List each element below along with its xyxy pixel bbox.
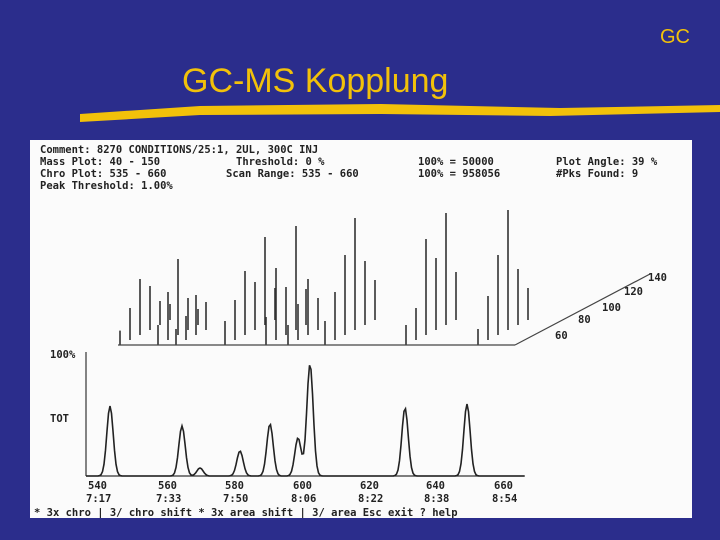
scan-tick-660: 660 <box>494 480 513 492</box>
header-peak-threshold: Peak Threshold: 1.00% <box>40 180 173 192</box>
chromatogram-ticks: 5407:175607:335807:506008:066208:226408:… <box>86 480 517 505</box>
header-peaks-found: #Pks Found: 9 <box>556 168 639 180</box>
mass-spectra-stack <box>119 210 529 345</box>
mass-label-60: 60 <box>555 330 568 342</box>
mass-axis-line <box>514 273 651 346</box>
mass-label-80: 80 <box>578 314 591 326</box>
title-underline <box>80 104 720 122</box>
scan-tick-560: 560 <box>158 480 177 492</box>
y-label-tot: TOT <box>50 413 69 425</box>
scan-tick-600: 600 <box>293 480 312 492</box>
gcms-scan-image: Comment: 8270 CONDITIONS/25:1, 2UL, 300C… <box>30 140 692 518</box>
mass-label-140: 140 <box>648 272 667 284</box>
time-tick-8:22: 8:22 <box>358 493 383 505</box>
time-tick-8:54: 8:54 <box>492 493 517 505</box>
header-scan-range: Scan Range: 535 - 660 <box>226 168 359 180</box>
header-chro-100: 100% = 958056 <box>418 168 501 180</box>
header-mass-plot: Mass Plot: 40 - 150 <box>40 156 161 168</box>
mass-axis-labels: 60 80 100 120 140 <box>555 272 667 342</box>
time-tick-7:50: 7:50 <box>223 493 248 505</box>
mass-label-100: 100 <box>602 302 621 314</box>
time-tick-8:38: 8:38 <box>424 493 449 505</box>
time-tick-7:33: 7:33 <box>156 493 181 505</box>
mass-label-120: 120 <box>624 286 643 298</box>
chromatogram-footer: * 3x chro | 3/ chro shift * 3x area shif… <box>34 507 458 518</box>
tic-trace <box>86 365 524 477</box>
scan-tick-580: 580 <box>225 480 244 492</box>
y-label-100: 100% <box>50 349 76 361</box>
header-threshold: Threshold: 0 % <box>236 156 325 168</box>
header-mass-100: 100% = 50000 <box>418 156 494 168</box>
header-chro-plot: Chro Plot: 535 - 660 <box>40 168 167 180</box>
header-comment: Comment: 8270 CONDITIONS/25:1, 2UL, 300C… <box>40 144 319 156</box>
scan-tick-640: 640 <box>426 480 445 492</box>
corner-label: GC <box>660 26 690 48</box>
time-tick-7:17: 7:17 <box>86 493 111 505</box>
scan-tick-540: 540 <box>88 480 107 492</box>
scan-tick-620: 620 <box>360 480 379 492</box>
time-tick-8:06: 8:06 <box>291 493 316 505</box>
header-plot-angle: Plot Angle: 39 % <box>556 156 658 168</box>
slide-title: GC-MS Kopplung <box>182 62 449 100</box>
